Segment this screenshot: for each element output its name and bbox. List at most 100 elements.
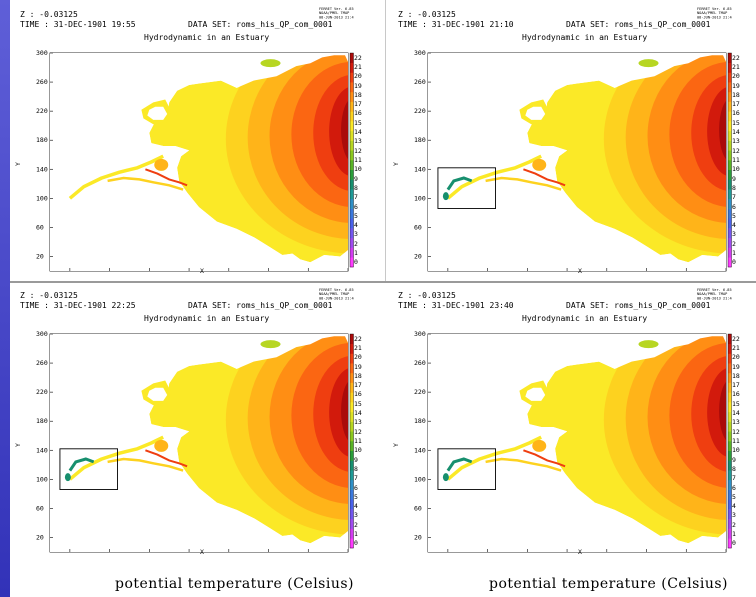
colorbar-swatch — [728, 247, 732, 258]
colorbar-frame — [727, 333, 732, 549]
temperature-band-21 — [341, 100, 348, 160]
colorbar-swatch — [728, 518, 732, 529]
channel-south — [485, 457, 562, 472]
land-mask — [50, 334, 348, 552]
channel-warm — [145, 168, 188, 187]
channel-mouth — [154, 158, 169, 171]
colorbar-tick-label: 18 — [354, 371, 362, 380]
colorbar-swatch — [728, 479, 732, 490]
highlight-box — [59, 448, 118, 490]
colorbar-tick-label: 1 — [354, 530, 358, 539]
channel-south — [107, 457, 184, 472]
colorbar-swatch — [728, 441, 732, 452]
cold-pool — [442, 192, 449, 201]
colorbar-swatch — [350, 528, 354, 539]
y-tick-label: 20 — [36, 252, 44, 260]
time-label: TIME : 31-DEC-1901 22:25 — [20, 301, 136, 310]
channel-mouth — [532, 158, 547, 171]
colorbar-tick-label: 16 — [732, 109, 740, 118]
colorbar-swatch — [728, 460, 732, 471]
colorbar-swatch — [728, 372, 732, 383]
colorbar-swatch — [728, 101, 732, 112]
colorbar-tick-label: 10 — [354, 446, 362, 455]
cold-pool — [64, 473, 71, 482]
y-tick-label: 140 — [414, 446, 426, 454]
colorbar-tick-label: 6 — [354, 483, 358, 492]
colorbar-swatch — [728, 528, 732, 539]
colorbar-swatch — [728, 208, 732, 219]
colorbar-swatch — [350, 111, 354, 122]
colorbar-swatch — [350, 62, 354, 73]
colorbar-swatch — [728, 363, 732, 374]
colorbar-swatch — [728, 111, 732, 122]
colorbar-swatch — [728, 62, 732, 73]
colorbar-swatch — [350, 101, 354, 112]
colorbar-tick-label: 8 — [732, 464, 736, 473]
colorbar-swatch — [350, 343, 354, 354]
colorbar-swatch — [728, 150, 732, 161]
colorbar-swatch — [350, 363, 354, 374]
colorbar-swatch — [350, 382, 354, 393]
colorbar-tick-label: 17 — [354, 381, 362, 390]
plot-title: Hydrodynamic in an Estuary — [144, 33, 269, 42]
lake — [525, 387, 546, 401]
y-tick-label: 180 — [414, 417, 426, 425]
colorbar-tick-label: 7 — [732, 193, 736, 202]
colorbar-tick-label: 4 — [354, 502, 358, 511]
colorbar-tick-label: 15 — [354, 399, 362, 408]
colorbar-tick-label: 20 — [732, 72, 740, 81]
colorbar-swatch — [350, 479, 354, 490]
time-label: TIME : 31-DEC-1901 23:40 — [398, 301, 514, 310]
colorbar-swatch — [350, 441, 354, 452]
colorbar-tick-label: 2 — [732, 239, 736, 248]
colorbar-swatch — [728, 353, 732, 364]
dataset-label: DATA SET: roms_his_QP_com_0001 — [566, 20, 711, 29]
ferret-stamp-line: NOAA/PMEL TMAP — [697, 292, 727, 296]
y-tick-label: 100 — [414, 194, 426, 202]
colorbar-swatch — [728, 189, 732, 200]
y-axis-label: Y — [392, 162, 400, 166]
cold-inflow — [446, 176, 473, 191]
colorbar-tick-label: 13 — [354, 418, 362, 427]
temperature-band-21 — [719, 381, 726, 441]
colorbar-tick-label: 15 — [354, 118, 362, 127]
colorbar-tick-label: 19 — [354, 81, 362, 90]
channel-warm — [523, 449, 566, 468]
y-tick-label: 20 — [414, 252, 422, 260]
ferret-stamp-line: FERRET Ver. 6.85 — [319, 7, 354, 11]
colorbar-tick-label: 6 — [732, 202, 736, 211]
time-label: TIME : 31-DEC-1901 19:55 — [20, 20, 136, 29]
y-tick-label: 180 — [36, 417, 48, 425]
colorbar-swatch — [728, 334, 732, 345]
colorbar-swatch — [728, 509, 732, 520]
colorbar-tick-label: 0 — [732, 539, 736, 548]
cold-inflow — [68, 457, 95, 472]
colorbar-swatch — [728, 411, 732, 422]
colorbar-frame — [349, 333, 354, 549]
colorbar-tick-label: 21 — [732, 62, 740, 71]
colorbar-swatch — [350, 489, 354, 500]
colorbar-tick-label: 15 — [732, 118, 740, 127]
colorbar-tick-label: 17 — [354, 100, 362, 109]
panel-1955: Z : -0.03125 TIME : 31-DEC-1901 19:55 DATA… — [14, 6, 362, 274]
temperature-field — [50, 53, 348, 271]
y-tick-label: 300 — [36, 330, 48, 338]
colorbar-tick-label: 8 — [354, 464, 358, 473]
y-tick-label: 140 — [36, 165, 48, 173]
y-tick-label: 140 — [414, 165, 426, 173]
x-axis-label: X — [578, 548, 582, 555]
colorbar-tick-label: 14 — [354, 409, 362, 418]
colorbar-tick-label: 11 — [354, 437, 362, 445]
panel-2340: Z : -0.03125 TIME : 31-DEC-1901 23:40 DATA… — [392, 287, 740, 555]
temperature-band-20 — [707, 87, 726, 176]
land-mask — [50, 53, 348, 271]
caption-right: potential temperature (Celsius) — [489, 576, 729, 592]
y-tick-label: 100 — [36, 194, 48, 202]
land-mask — [428, 53, 726, 271]
colorbar-swatch — [350, 228, 354, 239]
colorbar-tick-label: 11 — [354, 156, 362, 164]
colorbar — [727, 333, 732, 549]
panel-divider-vertical — [385, 0, 386, 281]
